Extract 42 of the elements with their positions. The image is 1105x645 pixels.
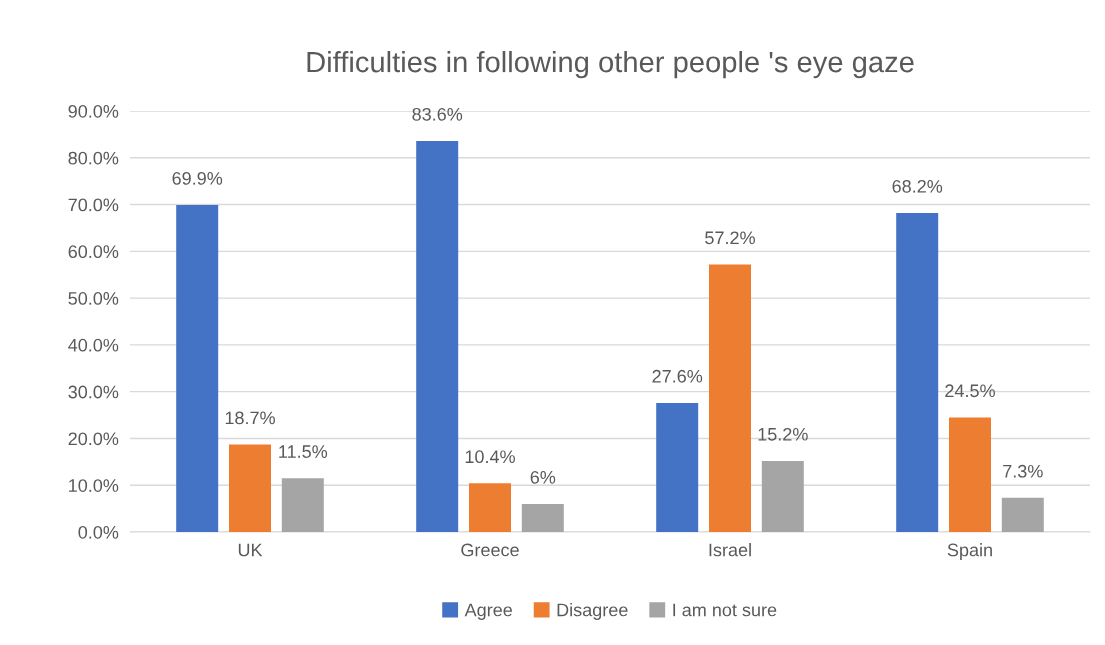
data-label: 27.6%: [652, 369, 703, 383]
y-tick-label: 90.0%: [68, 104, 119, 118]
bar: [416, 140, 459, 532]
bar: [469, 483, 511, 532]
y-tick-label: 0.0%: [78, 525, 119, 539]
data-label: 6%: [530, 470, 556, 484]
bar: [176, 205, 219, 532]
y-tick-label: 20.0%: [68, 432, 119, 446]
bar: [229, 444, 271, 532]
data-label: 68.2%: [892, 179, 943, 193]
y-tick-label: 30.0%: [68, 385, 119, 399]
data-label: 57.2%: [705, 231, 755, 245]
y-tick-label: 70.0%: [68, 198, 119, 212]
bar: [761, 460, 804, 532]
bar: [896, 212, 939, 532]
bar: [709, 264, 751, 532]
legend-label: I am not sure: [673, 603, 777, 617]
legend-label: Agree: [464, 603, 512, 620]
y-tick-label: 10.0%: [69, 479, 119, 492]
data-label: 83.6%: [412, 107, 463, 121]
x-tick-label: Greece: [461, 543, 519, 557]
x-tick-label: UK: [238, 543, 263, 557]
bar: [281, 478, 324, 532]
bar: [521, 503, 564, 532]
y-tick-label: 40.0%: [68, 338, 119, 352]
data-label: 69.9%: [172, 172, 223, 185]
bar: [1001, 497, 1044, 532]
x-tick-label: Israel: [709, 543, 751, 557]
data-label: 24.5%: [945, 384, 995, 398]
data-label: 10.4%: [465, 450, 515, 464]
data-label: 15.2%: [758, 427, 808, 441]
bar: [949, 417, 991, 532]
y-tick-label: 50.0%: [68, 292, 119, 305]
legend-label: Disagree: [557, 603, 628, 620]
data-label: 11.5%: [279, 445, 328, 458]
bar: [656, 402, 699, 532]
data-label: 18.7%: [225, 411, 275, 425]
y-tick-label: 60.0%: [68, 245, 119, 259]
data-label: 7.3%: [1003, 464, 1043, 478]
y-tick-label: 80.0%: [68, 151, 119, 165]
chart-title: Difficulties in following other people 's eye gaze: [307, 50, 914, 79]
x-tick-label: Spain: [947, 543, 992, 560]
